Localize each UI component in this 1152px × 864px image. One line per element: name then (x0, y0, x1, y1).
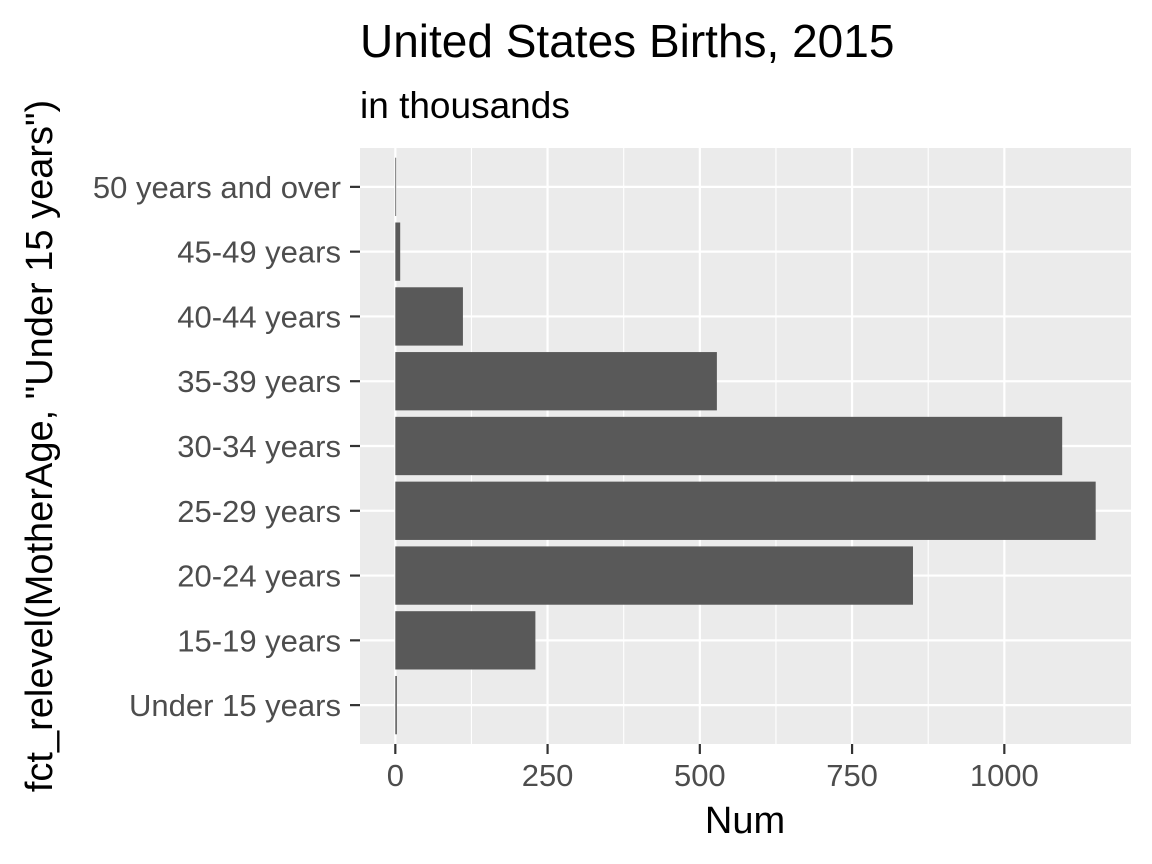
x-tick-label: 0 (387, 758, 404, 793)
x-tick-label: 500 (674, 758, 726, 793)
bar (395, 611, 536, 670)
y-tick-label: 20-24 years (177, 559, 341, 594)
x-tick-label: 750 (826, 758, 878, 793)
y-tick-label: Under 15 years (129, 688, 341, 723)
y-tick-label: 45-49 years (177, 235, 341, 270)
y-tick-label: 40-44 years (177, 299, 341, 334)
y-tick-label: 30-34 years (177, 429, 341, 464)
chart-title: United States Births, 2015 (360, 15, 894, 67)
bar (395, 352, 717, 411)
bar (395, 287, 463, 346)
y-tick-label: 50 years and over (93, 170, 341, 205)
bar (395, 157, 397, 217)
x-tick-label: 1000 (970, 758, 1039, 793)
bar (395, 546, 913, 605)
bars (395, 157, 1096, 735)
bar (395, 416, 1063, 476)
y-tick-label: 15-19 years (177, 623, 341, 658)
bar (395, 675, 397, 735)
y-axis: Under 15 years 15-19 years 20-24 years 25-2… (93, 170, 360, 723)
x-tick-label: 250 (522, 758, 574, 793)
bar (395, 481, 1096, 540)
x-axis: 0 250 500 750 1000 (387, 744, 1039, 793)
y-tick-label: 35-39 years (177, 364, 341, 399)
chart-subtitle: in thousands (360, 85, 570, 126)
x-axis-title: Num (705, 800, 785, 842)
y-axis-title: fct_relevel(MotherAge, "Under 15 years") (19, 100, 61, 792)
y-tick-label: 25-29 years (177, 494, 341, 529)
bar (395, 222, 401, 281)
